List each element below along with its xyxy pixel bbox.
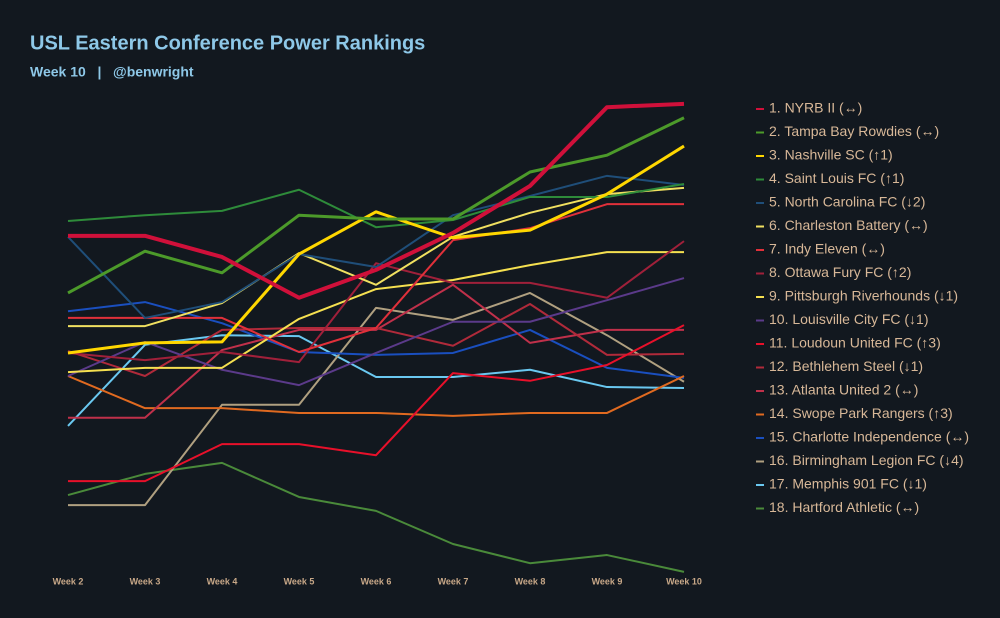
x-tick-label: Week 8 — [515, 576, 546, 586]
series-line — [68, 291, 685, 507]
series-line — [68, 101, 685, 300]
legend-label: 18. Hartford Athletic (↔) — [769, 499, 919, 515]
chart-title: USL Eastern Conference Power Rankings — [30, 32, 425, 54]
series-line — [67, 116, 685, 295]
legend-label: 6. Charleston Battery (↔) — [769, 217, 928, 233]
legend-label: 7. Indy Eleven (↔) — [769, 241, 885, 257]
series-line — [67, 461, 685, 573]
legend-label: 11. Loudoun United FC (↑3) — [769, 335, 941, 351]
x-tick-label: Week 10 — [666, 576, 702, 586]
x-tick-label: Week 3 — [130, 576, 161, 586]
legend-label: 1. NYRB II (↔) — [769, 100, 862, 116]
legend-label: 16. Birmingham Legion FC (↓4) — [769, 452, 964, 468]
series-line — [68, 186, 685, 328]
series-line — [67, 301, 685, 379]
series-line — [67, 375, 685, 417]
x-tick-label: Week 5 — [284, 576, 315, 586]
legend-label: 9. Pittsburgh Riverhounds (↓1) — [769, 288, 958, 304]
legend-label: 3. Nashville SC (↑1) — [769, 147, 893, 163]
series-line — [68, 324, 685, 483]
x-tick-label: Week 9 — [592, 576, 623, 586]
series-line — [67, 251, 684, 374]
legend-label: 13. Atlanta United 2 (↔) — [769, 382, 918, 398]
series-line — [67, 183, 685, 229]
legend-label: 8. Ottawa Fury FC (↑2) — [769, 264, 911, 280]
legend-label: 5. North Carolina FC (↓2) — [769, 194, 925, 210]
legend-label: 15. Charlotte Independence (↔) — [769, 429, 969, 445]
series-line — [68, 283, 684, 419]
legend-label: 10. Louisville City FC (↓1) — [769, 311, 929, 327]
chart-subtitle: Week 10 | @benwright — [30, 64, 194, 80]
series-line — [67, 277, 685, 387]
legend-label: 12. Bethlehem Steel (↓1) — [769, 358, 923, 374]
x-tick-label: Week 2 — [53, 576, 84, 586]
series-line — [67, 240, 685, 364]
legend-label: 4. Saint Louis FC (↑1) — [769, 170, 904, 186]
legend-label: 2. Tampa Bay Rowdies (↔) — [769, 123, 939, 139]
x-tick-label: Week 6 — [361, 576, 392, 586]
series-line — [67, 174, 685, 319]
x-tick-label: Week 7 — [438, 576, 469, 586]
legend-label: 14. Swope Park Rangers (↑3) — [769, 405, 953, 421]
x-tick-label: Week 4 — [207, 576, 238, 586]
legend-label: 17. Memphis 901 FC (↓1) — [769, 476, 927, 492]
series-line — [67, 144, 685, 355]
